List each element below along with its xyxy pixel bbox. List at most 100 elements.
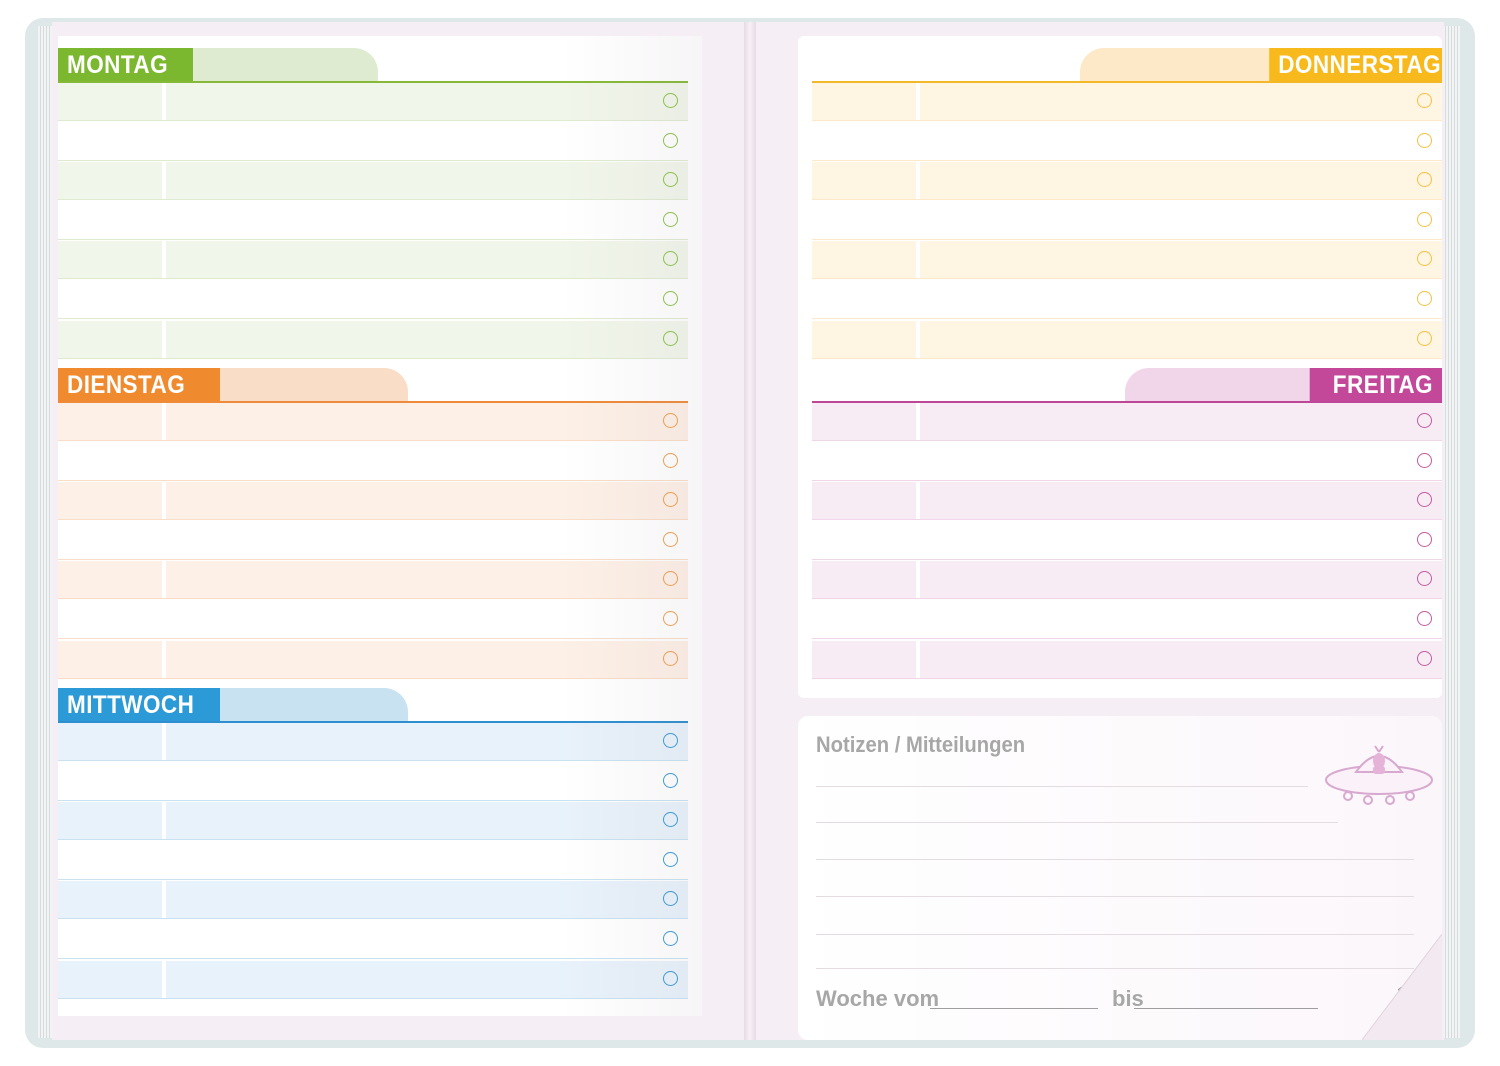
task-cell[interactable] — [166, 162, 688, 201]
task-row[interactable] — [58, 162, 688, 201]
time-cell[interactable] — [58, 521, 162, 560]
time-cell[interactable] — [812, 201, 916, 240]
task-cell[interactable] — [920, 201, 1442, 240]
task-row[interactable] — [58, 83, 688, 121]
time-cell[interactable] — [58, 482, 162, 521]
task-checkbox-icon[interactable] — [663, 970, 678, 986]
task-row[interactable] — [58, 442, 688, 481]
time-cell[interactable] — [58, 640, 162, 679]
task-row[interactable] — [58, 241, 688, 280]
time-cell[interactable] — [58, 403, 162, 441]
task-checkbox-icon[interactable] — [663, 211, 678, 227]
task-row[interactable] — [812, 201, 1442, 240]
task-checkbox-icon[interactable] — [1417, 531, 1432, 547]
task-checkbox-icon[interactable] — [663, 172, 678, 188]
time-cell[interactable] — [58, 162, 162, 201]
task-cell[interactable] — [166, 122, 688, 161]
task-checkbox-icon[interactable] — [1417, 251, 1432, 267]
task-cell[interactable] — [166, 960, 688, 999]
task-checkbox-icon[interactable] — [663, 93, 678, 108]
task-checkbox-icon[interactable] — [663, 851, 678, 867]
task-cell[interactable] — [920, 561, 1442, 600]
time-cell[interactable] — [812, 320, 916, 359]
task-cell[interactable] — [920, 83, 1442, 121]
week-from-field[interactable] — [930, 1008, 1098, 1009]
task-cell[interactable] — [166, 762, 688, 801]
time-cell[interactable] — [812, 122, 916, 161]
task-row[interactable] — [58, 640, 688, 679]
task-row[interactable] — [812, 640, 1442, 679]
task-row[interactable] — [58, 201, 688, 240]
task-checkbox-icon[interactable] — [663, 931, 678, 946]
task-cell[interactable] — [166, 881, 688, 920]
task-checkbox-icon[interactable] — [1417, 452, 1432, 468]
notes-line[interactable] — [816, 786, 1308, 787]
task-checkbox-icon[interactable] — [1417, 211, 1432, 227]
time-cell[interactable] — [58, 281, 162, 319]
task-row[interactable] — [58, 122, 688, 161]
task-checkbox-icon[interactable] — [663, 531, 678, 547]
task-row[interactable] — [812, 281, 1442, 319]
task-cell[interactable] — [166, 521, 688, 560]
notes-line[interactable] — [816, 896, 1414, 897]
task-checkbox-icon[interactable] — [663, 812, 678, 828]
task-row[interactable] — [58, 482, 688, 521]
task-row[interactable] — [58, 841, 688, 880]
task-cell[interactable] — [166, 442, 688, 481]
task-row[interactable] — [58, 403, 688, 441]
task-checkbox-icon[interactable] — [663, 492, 678, 508]
task-checkbox-icon[interactable] — [1417, 611, 1432, 626]
task-checkbox-icon[interactable] — [663, 251, 678, 267]
task-cell[interactable] — [920, 482, 1442, 521]
time-cell[interactable] — [812, 281, 916, 319]
task-cell[interactable] — [920, 403, 1442, 441]
task-cell[interactable] — [920, 640, 1442, 679]
time-cell[interactable] — [58, 841, 162, 880]
task-checkbox-icon[interactable] — [663, 611, 678, 626]
task-row[interactable] — [58, 921, 688, 959]
time-cell[interactable] — [812, 640, 916, 679]
time-cell[interactable] — [812, 601, 916, 639]
task-cell[interactable] — [166, 640, 688, 679]
notes-line[interactable] — [816, 968, 1414, 969]
time-cell[interactable] — [58, 921, 162, 959]
task-cell[interactable] — [920, 442, 1442, 481]
task-cell[interactable] — [166, 281, 688, 319]
task-checkbox-icon[interactable] — [663, 291, 678, 306]
task-cell[interactable] — [920, 281, 1442, 319]
task-cell[interactable] — [166, 561, 688, 600]
task-checkbox-icon[interactable] — [1417, 132, 1432, 148]
time-cell[interactable] — [812, 442, 916, 481]
task-row[interactable] — [58, 881, 688, 920]
task-row[interactable] — [58, 561, 688, 600]
notes-line[interactable] — [816, 934, 1414, 935]
task-cell[interactable] — [920, 601, 1442, 639]
time-cell[interactable] — [58, 561, 162, 600]
time-cell[interactable] — [812, 561, 916, 600]
task-cell[interactable] — [166, 841, 688, 880]
task-checkbox-icon[interactable] — [1417, 172, 1432, 188]
task-checkbox-icon[interactable] — [1417, 291, 1432, 306]
task-checkbox-icon[interactable] — [1417, 571, 1432, 587]
time-cell[interactable] — [812, 482, 916, 521]
task-cell[interactable] — [920, 122, 1442, 161]
task-row[interactable] — [812, 482, 1442, 521]
task-cell[interactable] — [166, 201, 688, 240]
task-cell[interactable] — [166, 921, 688, 959]
task-row[interactable] — [58, 281, 688, 319]
task-cell[interactable] — [166, 601, 688, 639]
task-row[interactable] — [812, 403, 1442, 441]
time-cell[interactable] — [58, 881, 162, 920]
time-cell[interactable] — [58, 83, 162, 121]
task-cell[interactable] — [920, 521, 1442, 560]
task-row[interactable] — [812, 162, 1442, 201]
task-row[interactable] — [58, 723, 688, 761]
notes-line[interactable] — [816, 859, 1414, 860]
time-cell[interactable] — [812, 241, 916, 280]
task-cell[interactable] — [920, 241, 1442, 280]
task-checkbox-icon[interactable] — [1417, 650, 1432, 666]
time-cell[interactable] — [58, 320, 162, 359]
task-checkbox-icon[interactable] — [663, 413, 678, 428]
task-row[interactable] — [58, 762, 688, 801]
task-cell[interactable] — [920, 320, 1442, 359]
